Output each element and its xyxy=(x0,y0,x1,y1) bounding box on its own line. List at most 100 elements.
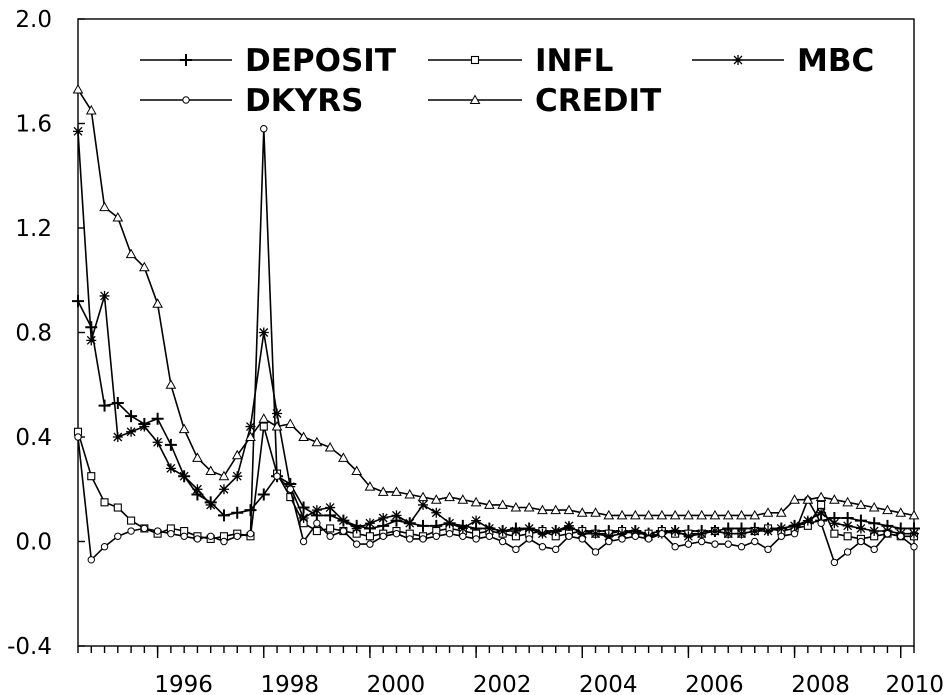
series-line-dkyrs xyxy=(77,128,915,564)
data-point-credit xyxy=(311,436,323,447)
x-tick-label: 2006 xyxy=(685,672,744,695)
data-point-dkyrs xyxy=(817,519,825,527)
data-point-dkyrs xyxy=(485,532,494,540)
data-point-mbc xyxy=(497,526,508,537)
y-tick-label: 1.2 xyxy=(15,216,52,242)
data-point-deposit xyxy=(72,295,84,308)
data-point-mbc xyxy=(205,499,216,510)
data-point-infl xyxy=(817,500,826,509)
data-point-infl xyxy=(113,503,122,512)
legend-marker xyxy=(733,55,743,65)
data-point-credit xyxy=(72,84,84,94)
data-point-deposit xyxy=(164,438,177,451)
data-point-mbc xyxy=(670,526,681,537)
data-point-credit xyxy=(192,452,203,462)
data-point-credit xyxy=(736,509,747,520)
data-point-mbc xyxy=(709,526,720,537)
data-point-credit xyxy=(417,491,429,502)
y-axis: -0.4 0.0 0.4 0.8 1.2 1.6 2.0 xyxy=(7,7,85,660)
plot-frame xyxy=(77,18,915,647)
series-line-mbc xyxy=(77,131,914,538)
x-tick-label: 2002 xyxy=(473,672,532,695)
data-point-mbc xyxy=(471,515,482,526)
data-point-deposit xyxy=(257,488,270,501)
data-point-credit xyxy=(749,509,761,520)
data-point-credit xyxy=(404,488,416,499)
data-point-credit xyxy=(563,504,575,515)
data-point-mbc xyxy=(457,523,468,534)
data-point-dkyrs xyxy=(644,535,653,543)
data-point-credit xyxy=(510,502,522,512)
data-point-dkyrs xyxy=(565,532,573,540)
data-point-credit xyxy=(683,509,694,520)
series-credit xyxy=(72,84,920,520)
data-point-credit xyxy=(377,486,389,496)
legend-item-deposit: DEPOSIT xyxy=(140,43,396,79)
data-point-mbc xyxy=(550,526,561,537)
legend-marker xyxy=(182,96,190,104)
data-point-infl xyxy=(87,472,96,481)
data-point-dkyrs xyxy=(180,532,188,540)
data-point-dkyrs xyxy=(286,485,295,493)
data-point-mbc xyxy=(855,523,866,534)
data-point-credit xyxy=(457,494,469,504)
data-point-mbc xyxy=(325,502,336,513)
legend-marker xyxy=(470,55,480,65)
data-point-credit xyxy=(895,507,907,517)
data-point-dkyrs xyxy=(684,540,693,548)
data-point-dkyrs xyxy=(857,537,865,546)
data-point-dkyrs xyxy=(843,548,852,556)
data-point-credit xyxy=(284,418,296,428)
data-point-credit xyxy=(709,509,721,520)
data-point-mbc xyxy=(723,528,734,539)
data-point-credit xyxy=(351,465,363,475)
data-point-mbc xyxy=(218,484,229,495)
data-point-credit xyxy=(152,298,163,308)
data-point-credit xyxy=(391,486,402,496)
data-point-credit xyxy=(868,502,880,512)
data-point-dkyrs xyxy=(578,535,586,543)
data-point-deposit xyxy=(217,509,230,522)
data-point-credit xyxy=(775,507,787,517)
data-point-infl xyxy=(326,524,335,533)
legend: DEPOSIT INFL MBC DKYRS CREDIT xyxy=(140,43,874,119)
data-point-dkyrs xyxy=(299,537,308,546)
data-point-dkyrs xyxy=(591,548,600,556)
data-point-dkyrs xyxy=(445,529,454,538)
data-point-deposit xyxy=(125,410,138,423)
data-point-mbc xyxy=(338,515,349,526)
data-point-dkyrs xyxy=(910,543,918,551)
data-point-credit xyxy=(271,421,283,431)
x-axis: 1996 1998 2000 2002 2004 2006 2008 2010 xyxy=(77,646,944,695)
data-point-dkyrs xyxy=(379,532,387,540)
x-tick-label: 1998 xyxy=(261,672,320,695)
data-point-mbc xyxy=(73,126,83,137)
data-point-credit xyxy=(444,491,455,502)
data-point-credit xyxy=(99,201,110,212)
data-point-mbc xyxy=(444,518,455,529)
data-point-dkyrs xyxy=(764,545,772,554)
series-mbc xyxy=(73,126,919,542)
legend-item-dkyrs: DKYRS xyxy=(140,83,363,119)
data-point-dkyrs xyxy=(419,535,427,543)
data-point-dkyrs xyxy=(472,535,480,543)
data-point-mbc xyxy=(749,526,760,537)
data-point-credit xyxy=(802,494,814,504)
data-point-dkyrs xyxy=(631,532,640,540)
data-point-dkyrs xyxy=(74,433,82,441)
data-point-mbc xyxy=(431,507,442,518)
data-point-dkyrs xyxy=(777,532,786,540)
data-point-credit xyxy=(245,431,256,441)
data-point-credit xyxy=(324,441,336,452)
data-point-dkyrs xyxy=(790,529,799,538)
data-point-dkyrs xyxy=(870,545,878,554)
legend-label: DKYRS xyxy=(245,83,363,119)
data-point-infl xyxy=(127,516,136,525)
data-point-credit xyxy=(656,509,668,520)
data-point-dkyrs xyxy=(605,537,613,546)
series-layer xyxy=(72,84,920,567)
data-point-dkyrs xyxy=(498,537,507,546)
data-point-credit xyxy=(643,509,654,520)
data-point-dkyrs xyxy=(392,529,401,538)
data-point-infl xyxy=(843,532,852,541)
